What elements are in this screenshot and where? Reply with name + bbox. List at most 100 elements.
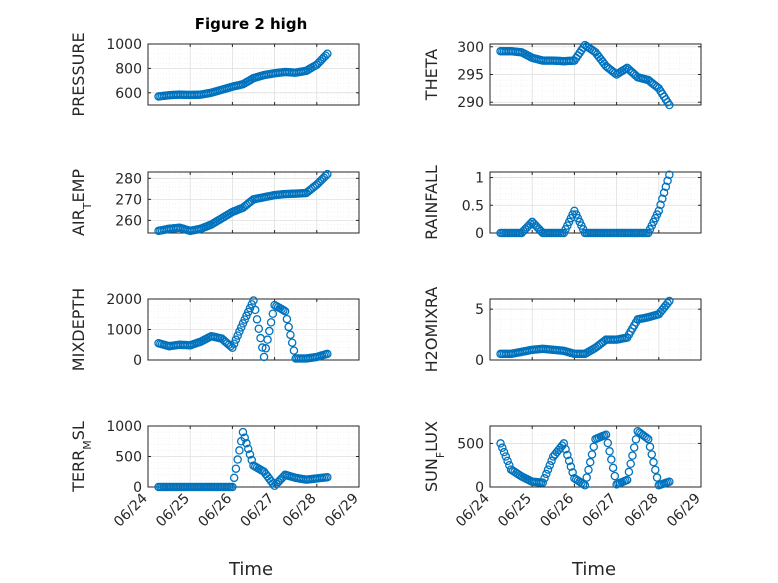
data-point (621, 64, 630, 74)
data-point (566, 462, 576, 471)
data-point (626, 459, 635, 469)
data-point (665, 477, 674, 487)
subplot-3: 260 270 280 AIRTEMP (69, 169, 360, 236)
data-point (589, 442, 598, 452)
data-point (323, 472, 332, 482)
subplot-4: 0 0.5 1 RAINFALL (422, 165, 702, 242)
data-point (238, 427, 248, 437)
data-point (498, 443, 507, 453)
data-point (561, 444, 570, 454)
data-point (503, 456, 512, 466)
data-point (665, 296, 674, 306)
data-point (542, 469, 551, 479)
data-point (659, 188, 669, 198)
data-point (284, 322, 293, 332)
data-point (228, 482, 237, 492)
data-point (663, 298, 672, 308)
y-tick-label: 1000 (106, 37, 142, 53)
series-markers (154, 427, 332, 492)
data-point (323, 49, 332, 59)
data-point (661, 182, 671, 192)
data-point (245, 450, 255, 459)
y-tick-label: 1000 (106, 323, 142, 339)
y-tick-label: 1000 (106, 419, 142, 435)
data-point (261, 344, 271, 353)
data-point (644, 434, 653, 444)
y-tick-label: 280 (115, 171, 142, 187)
series-markers (154, 49, 332, 101)
y-axis-label: H2OMIXRA (422, 287, 441, 373)
data-point (564, 456, 574, 466)
y-tick-label: 295 (457, 68, 484, 84)
data-point (645, 442, 655, 452)
data-point (229, 473, 239, 483)
data-point (610, 471, 620, 481)
y-axis-label: THETA (422, 49, 441, 101)
y-tick-label: 800 (115, 61, 142, 77)
data-point (647, 450, 657, 459)
y-tick-label: 0 (133, 353, 142, 369)
y-axis-label: PRESSURE (69, 32, 88, 116)
data-point (323, 349, 332, 359)
data-point (233, 331, 242, 340)
y-axis-label: AIRTEMP (69, 169, 94, 236)
axes-box (147, 171, 360, 234)
data-point (258, 343, 267, 352)
y-axis-label: SUNFLUX (422, 421, 447, 492)
data-point (247, 455, 256, 465)
data-point (235, 327, 244, 336)
data-point (603, 438, 613, 448)
data-point (526, 219, 535, 229)
y-tick-label: 270 (115, 192, 142, 208)
data-point (254, 324, 264, 333)
data-point (252, 315, 262, 324)
series-markers (496, 40, 674, 110)
y-tick-label: 260 (115, 213, 142, 229)
y-axis-label: TERRMSL (69, 421, 94, 493)
data-point (601, 430, 611, 439)
y-tick-label: 290 (457, 95, 484, 111)
data-point (580, 481, 590, 490)
y-tick-label: 1 (475, 171, 484, 187)
data-point (321, 171, 330, 181)
data-point (631, 435, 641, 444)
y-tick-label: 600 (115, 86, 142, 102)
y-axis-label: MIXDEPTH (69, 288, 88, 371)
data-point (499, 447, 509, 457)
data-point (605, 447, 614, 456)
data-point (268, 309, 278, 318)
data-point (538, 478, 548, 487)
series-markers (496, 426, 674, 490)
subplot-1: 600 800 1000 PRESSURE (69, 32, 360, 117)
data-point (545, 460, 555, 470)
series-markers (154, 169, 332, 236)
data-point (584, 465, 593, 475)
y-tick-label: 500 (115, 450, 142, 466)
y-axis-label: RAINFALL (422, 165, 441, 240)
data-point (249, 296, 258, 305)
data-point (266, 318, 276, 327)
data-point (287, 338, 297, 347)
data-point (289, 346, 299, 355)
data-point (268, 479, 278, 488)
data-point (582, 473, 591, 482)
data-point (656, 200, 665, 210)
data-point (587, 450, 597, 459)
data-point (658, 194, 667, 204)
y-tick-label: 0.5 (462, 198, 484, 214)
data-point (282, 314, 292, 324)
x-axis-label-left: Time (228, 559, 273, 580)
data-point (540, 474, 549, 483)
data-point (231, 464, 241, 473)
data-point (578, 479, 588, 489)
data-point (228, 343, 237, 353)
series-markers (154, 296, 332, 363)
y-tick-label: 500 (457, 436, 484, 452)
y-tick-label: 0 (475, 353, 484, 369)
data-point (665, 100, 674, 110)
y-tick-label: 0 (475, 480, 484, 496)
data-point (240, 433, 249, 442)
series-markers (496, 170, 674, 238)
y-tick-label: 300 (457, 40, 484, 56)
data-point (236, 323, 246, 332)
